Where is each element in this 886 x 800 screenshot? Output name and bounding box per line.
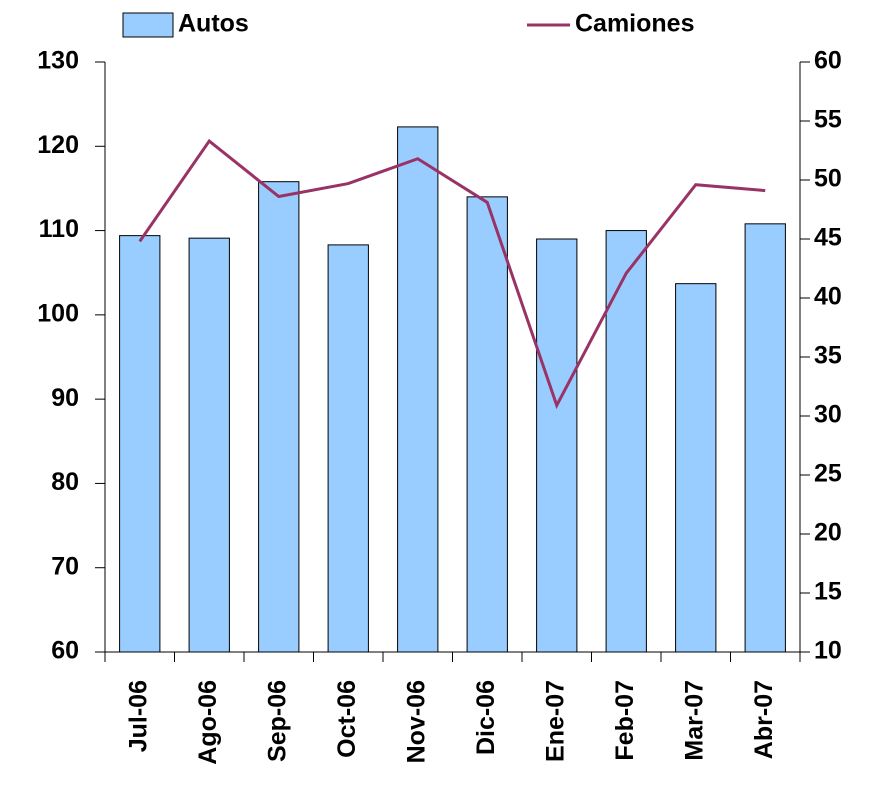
y2-tick-label: 50 <box>814 165 842 193</box>
x-tick-label: Nov-06 <box>402 680 430 763</box>
y2-tick-label: 15 <box>814 578 842 606</box>
x-tick-label: Abr-07 <box>750 680 778 759</box>
x-tick-label: Jul-06 <box>124 680 152 752</box>
legend-label: Camiones <box>575 10 694 38</box>
bar <box>397 126 439 653</box>
x-tick-label: Ago-06 <box>194 680 222 765</box>
x-tick-label: Oct-06 <box>333 680 361 758</box>
bar <box>188 237 230 653</box>
y2-tick-label: 55 <box>814 106 842 134</box>
x-tick-label: Dic-06 <box>472 680 500 755</box>
x-tick-label: Sep-06 <box>263 680 291 762</box>
legend-label: Autos <box>178 10 249 38</box>
y-tick-label: 120 <box>37 131 79 159</box>
y2-tick-label: 10 <box>814 637 842 665</box>
y2-tick-label: 25 <box>814 460 842 488</box>
bar <box>258 181 300 653</box>
legend-swatch <box>122 12 174 38</box>
y-tick-label: 90 <box>51 384 79 412</box>
y-tick-label: 100 <box>37 299 79 327</box>
bar <box>605 230 647 653</box>
x-tick-label: Ene-07 <box>541 680 569 762</box>
y2-tick-label: 40 <box>814 283 842 311</box>
y-tick-label: 70 <box>51 552 79 580</box>
y-tick-label: 130 <box>37 47 79 75</box>
line-series <box>138 138 766 410</box>
bar <box>119 235 161 653</box>
y-tick-label: 60 <box>51 637 79 665</box>
bar <box>466 196 508 653</box>
bar <box>675 283 717 653</box>
x-tick-label: Feb-07 <box>611 680 639 761</box>
x-tick-label: Mar-07 <box>680 680 708 761</box>
y2-tick-label: 20 <box>814 519 842 547</box>
y-tick-label: 110 <box>39 215 79 243</box>
y-tick-label: 80 <box>51 468 79 496</box>
y2-tick-label: 45 <box>814 224 842 252</box>
bar <box>744 223 786 653</box>
y2-tick-label: 30 <box>814 401 842 429</box>
y2-tick-label: 60 <box>814 47 842 75</box>
y2-tick-label: 35 <box>814 342 842 370</box>
bar <box>327 244 369 653</box>
bar <box>536 238 578 653</box>
